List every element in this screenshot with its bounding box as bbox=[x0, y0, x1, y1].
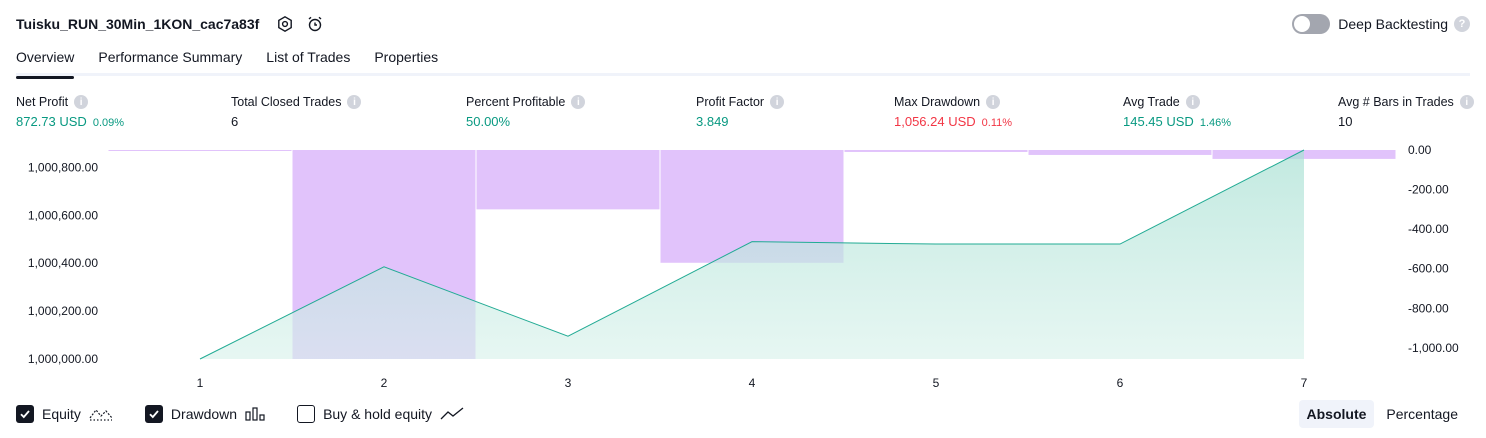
stat-value: 872.73 USD bbox=[16, 114, 87, 129]
right-axis-tick-label: -1,000.00 bbox=[1408, 341, 1459, 355]
deep-backtesting-label: Deep Backtesting bbox=[1338, 16, 1448, 32]
left-axis-tick-label: 1,000,800.00 bbox=[28, 160, 98, 174]
x-axis-tick-label: 5 bbox=[933, 376, 940, 390]
strategy-header: Tuisku_RUN_30Min_1KON_cac7a83f bbox=[16, 12, 327, 36]
buy-hold-checkbox[interactable] bbox=[297, 405, 316, 423]
legend-equity[interactable]: Equity bbox=[16, 405, 113, 423]
deep-backtesting-toggle[interactable] bbox=[1292, 14, 1331, 34]
tab-bar: Overview Performance Summary List of Tra… bbox=[16, 46, 1470, 79]
stat-label: Total Closed Trades bbox=[231, 95, 342, 109]
stat-percent: 0.09% bbox=[92, 117, 125, 129]
drawdown-bars-icon bbox=[245, 407, 265, 421]
drawdown-bar bbox=[108, 150, 292, 151]
stat-total-closed-trades: Total Closed Trades i 6 bbox=[231, 94, 362, 129]
deep-backtesting: Deep Backtesting ? bbox=[1292, 12, 1470, 36]
stat-label: Avg Trade bbox=[1123, 95, 1180, 109]
settings-gear-icon[interactable] bbox=[273, 12, 297, 36]
stat-value: 145.45 USD bbox=[1123, 114, 1194, 129]
absolute-button[interactable]: Absolute bbox=[1298, 400, 1375, 428]
display-mode-switch: Absolute Percentage bbox=[1295, 400, 1467, 428]
drawdown-bar bbox=[844, 150, 1028, 152]
x-axis-tick-label: 1 bbox=[197, 376, 204, 390]
info-icon[interactable]: i bbox=[986, 95, 1001, 109]
info-icon[interactable]: i bbox=[571, 95, 586, 109]
strategy-name: Tuisku_RUN_30Min_1KON_cac7a83f bbox=[16, 16, 260, 32]
alarm-clock-icon[interactable] bbox=[303, 12, 327, 36]
info-icon[interactable]: i bbox=[770, 95, 785, 109]
help-icon[interactable]: ? bbox=[1454, 16, 1470, 32]
stat-avg-trade: Avg Trade i 145.45 USD 1.46% bbox=[1123, 94, 1231, 129]
stat-net-profit: Net Profit i 872.73 USD 0.09% bbox=[16, 94, 124, 129]
stat-max-drawdown: Max Drawdown i 1,056.24 USD 0.11% bbox=[894, 94, 1012, 129]
stat-value: 10 bbox=[1338, 114, 1353, 129]
info-icon[interactable]: i bbox=[347, 95, 362, 109]
info-icon[interactable]: i bbox=[74, 95, 89, 109]
tab-list-of-trades[interactable]: List of Trades bbox=[266, 49, 351, 65]
equity-label: Equity bbox=[42, 406, 81, 422]
stat-avg-bars: Avg # Bars in Trades i 10 bbox=[1338, 94, 1474, 129]
x-axis-tick-label: 2 bbox=[381, 376, 388, 390]
stat-percent: 1.46% bbox=[1199, 117, 1232, 129]
stat-label: Net Profit bbox=[16, 95, 69, 109]
drawdown-bar bbox=[1028, 150, 1212, 155]
stat-value: 6 bbox=[231, 114, 239, 129]
stat-value: 3.849 bbox=[696, 114, 729, 129]
equity-line-icon bbox=[89, 407, 113, 421]
equity-checkbox[interactable] bbox=[16, 405, 34, 423]
tab-overview[interactable]: Overview bbox=[16, 46, 75, 79]
stat-label: Percent Profitable bbox=[466, 95, 566, 109]
right-axis-tick-label: -200.00 bbox=[1408, 183, 1449, 197]
stat-value: 1,056.24 USD bbox=[894, 114, 976, 129]
equity-drawdown-chart[interactable]: 1,000,000.00 1,000,200.00 1,000,400.00 1,00… bbox=[0, 140, 1486, 396]
left-axis-tick-label: 1,000,000.00 bbox=[28, 352, 98, 366]
equity-line bbox=[199, 149, 1305, 360]
drawdown-checkbox[interactable] bbox=[144, 405, 163, 423]
left-axis-tick-label: 1,000,400.00 bbox=[28, 256, 98, 270]
x-axis-tick-label: 7 bbox=[1301, 376, 1308, 390]
stat-label: Profit Factor bbox=[696, 95, 765, 109]
x-axis-tick-label: 4 bbox=[749, 376, 756, 390]
percentage-button[interactable]: Percentage bbox=[1386, 406, 1458, 422]
drawdown-label: Drawdown bbox=[170, 406, 238, 422]
tab-properties[interactable]: Properties bbox=[374, 49, 439, 65]
right-axis-tick-label: -800.00 bbox=[1408, 301, 1449, 315]
stat-percent-profitable: Percent Profitable i 50.00% bbox=[466, 94, 586, 129]
buy-hold-label: Buy & hold equity bbox=[323, 406, 433, 422]
x-axis-tick-label: 6 bbox=[1117, 376, 1124, 390]
x-axis-tick-label: 3 bbox=[565, 376, 572, 390]
stat-label: Avg # Bars in Trades bbox=[1338, 95, 1454, 109]
equity-area bbox=[200, 150, 1304, 359]
legend-drawdown[interactable]: Drawdown bbox=[144, 405, 265, 423]
stat-value: 50.00% bbox=[466, 114, 511, 129]
stat-label: Max Drawdown bbox=[894, 95, 981, 109]
buy-hold-line-icon bbox=[440, 407, 464, 421]
right-axis-tick-label: -600.00 bbox=[1408, 262, 1449, 276]
legend-buy-hold[interactable]: Buy & hold equity bbox=[297, 405, 464, 423]
stat-profit-factor: Profit Factor i 3.849 bbox=[696, 94, 785, 129]
stat-percent: 0.11% bbox=[981, 117, 1013, 129]
info-icon[interactable]: i bbox=[1459, 95, 1474, 109]
chart-legend: Equity Drawdown Buy & hold equity bbox=[16, 402, 496, 426]
tab-performance-summary[interactable]: Performance Summary bbox=[98, 49, 243, 65]
left-axis-tick-label: 1,000,600.00 bbox=[28, 208, 98, 222]
drawdown-bar bbox=[476, 150, 660, 210]
left-axis-tick-label: 1,000,200.00 bbox=[28, 304, 98, 318]
right-axis-tick-label: -400.00 bbox=[1408, 222, 1449, 236]
right-axis-tick-label: 0.00 bbox=[1408, 143, 1432, 157]
info-icon[interactable]: i bbox=[1185, 95, 1200, 109]
